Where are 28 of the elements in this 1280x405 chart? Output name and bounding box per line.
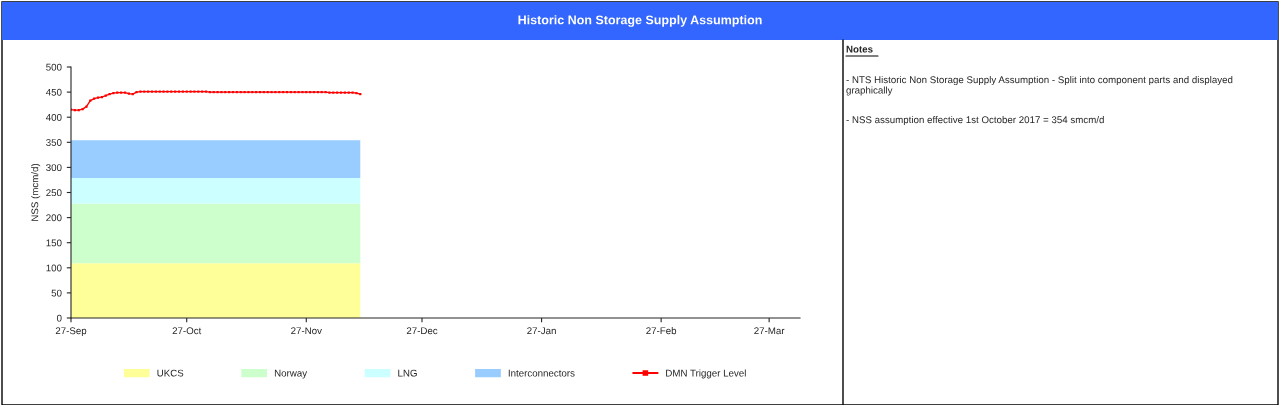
y-tick-label: 50 <box>51 289 62 297</box>
x-tick-label: 27-Feb <box>646 327 677 335</box>
y-tick-label: 400 <box>45 113 62 121</box>
x-tick-label: 27-Dec <box>406 327 438 335</box>
legend-label: Interconnectors <box>508 369 575 377</box>
y-tick-label: 100 <box>46 264 62 272</box>
text: - NSS assumption effective 1st October 2017 = 354 smcm/d <box>846 116 1104 126</box>
y-tick-label: 500 <box>46 63 62 71</box>
y-tick-label: 450 <box>45 88 62 96</box>
y-tick-label: 350 <box>46 139 62 146</box>
x-tick-label: 27-Jan <box>527 327 556 335</box>
y-tick-label: 300 <box>46 164 62 172</box>
y-tick-label: 250 <box>46 189 62 197</box>
x-tick-label: 27-Mar <box>754 327 785 335</box>
text: Notes <box>846 45 873 53</box>
y-tick-label: 200 <box>46 214 62 222</box>
legend-label: Norway <box>274 369 308 379</box>
x-tick-label: 27-Oct <box>172 327 202 335</box>
text: - NTS Historic Non Storage Supply Assumption - Split into component parts and displayed graphically <box>846 76 1233 96</box>
y-tick-label: 0 <box>56 314 62 322</box>
legend-label: LNG <box>398 369 417 377</box>
y-tick-label: 150 <box>46 239 62 247</box>
x-tick-label: 27-Sep <box>55 327 87 337</box>
chart-title: Historic Non Storage Supply Assumption <box>518 15 762 27</box>
legend-label: UKCS <box>157 369 184 377</box>
y-axis-title: NSS (mcm/d) <box>31 163 41 221</box>
x-tick-label: 27-Nov <box>291 327 322 335</box>
legend-label: DMN Trigger Level <box>666 369 746 379</box>
